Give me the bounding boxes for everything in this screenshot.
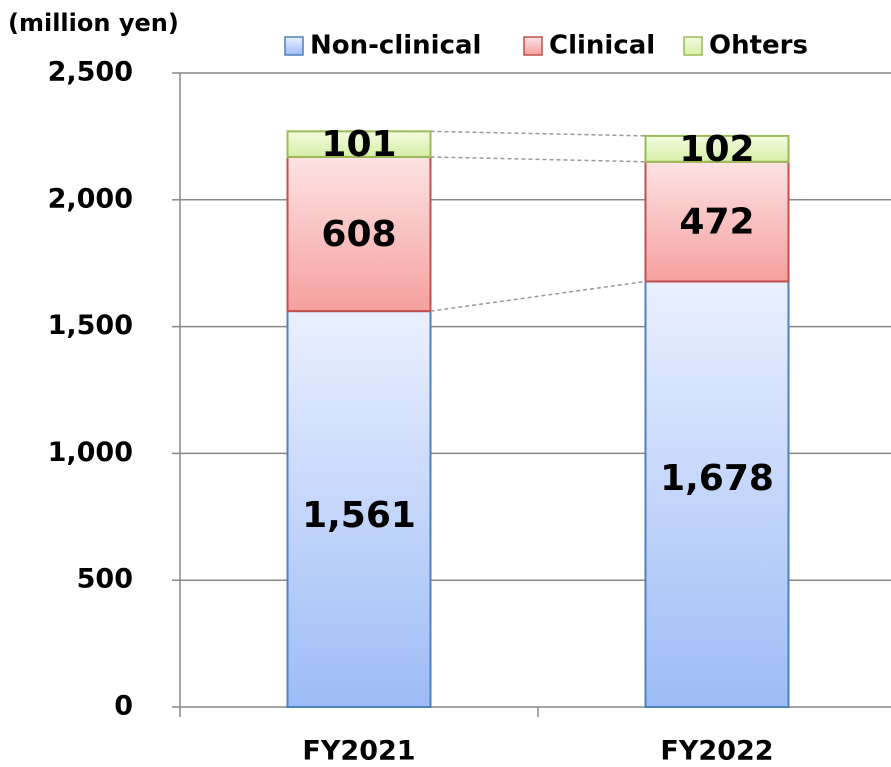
value-label: 1,678	[660, 458, 774, 499]
bar-segment	[286, 310, 432, 708]
value-label: 1,561	[302, 495, 416, 536]
y-tick-label: 0	[114, 691, 133, 722]
x-tick-label: FY2022	[660, 736, 773, 767]
y-tick-label: 1,000	[48, 437, 133, 468]
y-tick-label: 500	[77, 564, 133, 595]
legend-label: Non-clinical	[310, 31, 481, 61]
value-label: 102	[679, 129, 754, 170]
value-label: 101	[321, 124, 396, 165]
bar-segment	[286, 155, 432, 313]
bar-segment	[644, 160, 790, 283]
legend-label: Ohters	[709, 31, 808, 61]
legend-swatch	[683, 36, 703, 56]
bar-segment	[286, 130, 432, 158]
bar-segment	[644, 280, 790, 708]
x-tick-label: FY2021	[302, 736, 415, 767]
y-axis-label: (million yen)	[8, 9, 179, 37]
value-label: 608	[321, 214, 396, 255]
value-label: 472	[679, 202, 754, 243]
legend-swatch	[284, 36, 304, 56]
y-tick-label: 2,500	[48, 57, 133, 88]
connector-line	[430, 280, 646, 312]
y-tick-label: 2,000	[48, 183, 133, 214]
legend-swatch	[523, 36, 543, 56]
legend-label: Clinical	[549, 31, 655, 61]
connector-line	[430, 156, 646, 163]
y-tick-label: 1,500	[48, 310, 133, 341]
bar-segment	[644, 134, 790, 163]
connector-line	[430, 130, 646, 137]
